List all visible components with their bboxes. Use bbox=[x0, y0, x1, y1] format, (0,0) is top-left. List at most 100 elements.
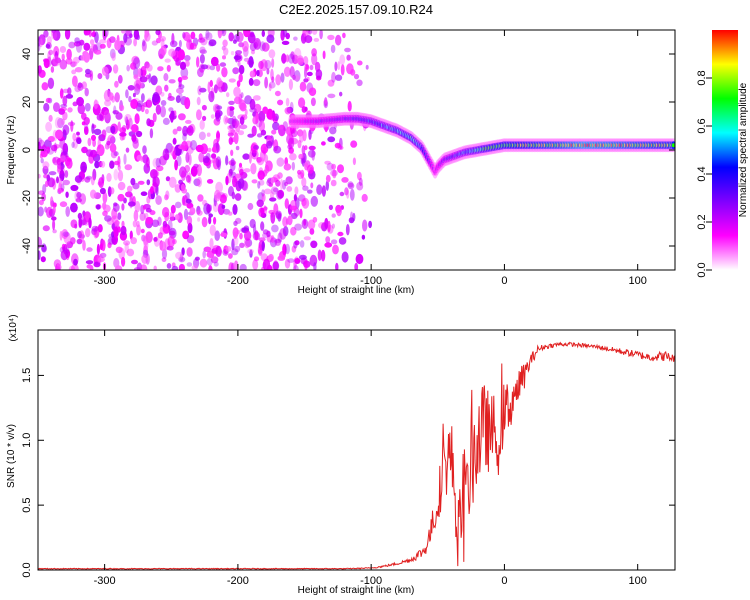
heatmap-noise-cell bbox=[98, 177, 104, 189]
heatmap-noise-cell bbox=[308, 30, 312, 35]
heatmap-noise-cell bbox=[51, 216, 57, 221]
heatmap-noise-cell bbox=[222, 39, 228, 47]
heatmap-noise-cell bbox=[261, 42, 270, 52]
heatmap-noise-cell bbox=[176, 126, 182, 132]
heatmap-noise-cell bbox=[115, 112, 123, 120]
heatmap-noise-cell bbox=[329, 126, 337, 135]
heatmap-noise-cell bbox=[285, 176, 293, 185]
heatmap-noise-cell bbox=[48, 171, 57, 176]
heatmap-noise-cell bbox=[311, 30, 318, 35]
heatmap-noise-cell bbox=[115, 246, 123, 253]
heatmap-noise-cell bbox=[42, 161, 50, 170]
heatmap-noise-cell bbox=[136, 224, 141, 236]
heatmap-noise-cell bbox=[62, 179, 70, 186]
heatmap-noise-cell bbox=[310, 97, 316, 107]
heatmap-noise-cell bbox=[155, 157, 161, 168]
heatmap-noise-cell bbox=[166, 263, 172, 269]
heatmap-noise-cell bbox=[146, 118, 151, 127]
heatmap-noise-cell bbox=[361, 234, 366, 240]
heatmap-noise-cell bbox=[130, 237, 137, 245]
heatmap-noise-cell bbox=[133, 209, 139, 222]
heatmap-noise-cell bbox=[250, 163, 257, 175]
heatmap-noise-cell bbox=[137, 180, 145, 185]
heatmap-noise-cell bbox=[146, 97, 153, 109]
heatmap-noise-cell bbox=[228, 108, 234, 118]
heatmap-noise-cell bbox=[96, 204, 101, 210]
heatmap-noise-cell bbox=[150, 75, 158, 86]
heatmap-noise-cell bbox=[139, 212, 146, 222]
heatmap-noise-cell bbox=[77, 103, 86, 115]
heatmap-noise-cell bbox=[50, 196, 54, 209]
heatmap-noise-cell bbox=[92, 139, 96, 147]
heatmap-noise-cell bbox=[133, 79, 142, 91]
heatmap-noise-cell bbox=[213, 261, 219, 267]
heatmap-noise-cell bbox=[298, 153, 304, 160]
heatmap-noise-cell bbox=[334, 61, 338, 72]
heatmap-noise-cell bbox=[186, 215, 193, 226]
heatmap-noise-cell bbox=[153, 237, 158, 242]
heatmap-noise-cell bbox=[211, 158, 216, 164]
heatmap-noise-cell bbox=[184, 97, 191, 110]
heatmap-noise-cell bbox=[221, 204, 226, 209]
heatmap-noise-cell bbox=[331, 223, 335, 229]
heatmap-noise-cell bbox=[294, 186, 299, 195]
heatmap-noise-cell bbox=[186, 247, 193, 257]
heatmap-noise-cell bbox=[290, 226, 297, 236]
heatmap-noise-cell bbox=[263, 206, 268, 211]
heatmap-noise-cell bbox=[248, 56, 254, 68]
heatmap-noise-cell bbox=[332, 244, 339, 255]
heatmap-noise-cell bbox=[161, 248, 168, 260]
heatmap-noise-cell bbox=[308, 129, 312, 140]
heatmap-noise-cell bbox=[284, 107, 292, 115]
heatmap-noise-cell bbox=[313, 37, 320, 42]
heatmap-noise-cell bbox=[184, 164, 190, 173]
heatmap-noise-cell bbox=[52, 202, 57, 208]
heatmap-noise-cell bbox=[327, 93, 336, 99]
heatmap-noise-cell bbox=[96, 243, 100, 255]
heatmap-noise-cell bbox=[59, 107, 67, 112]
heatmap-noise-cell bbox=[252, 231, 261, 241]
heatmap-noise-cell bbox=[354, 262, 359, 270]
heatmap-noise-cell bbox=[91, 134, 96, 141]
heatmap-noise-cell bbox=[164, 58, 171, 63]
y-tick-label: 1.5 bbox=[21, 368, 33, 383]
heatmap-noise-cell bbox=[341, 177, 349, 183]
heatmap-noise-cell bbox=[160, 105, 166, 118]
heatmap-noise-cell bbox=[46, 206, 53, 218]
heatmap-noise-cell bbox=[185, 152, 190, 163]
heatmap-noise-cell bbox=[51, 30, 58, 40]
heatmap-noise-cell bbox=[275, 179, 281, 187]
heatmap-noise-cell bbox=[304, 145, 308, 151]
heatmap-noise-cell bbox=[225, 155, 229, 166]
heatmap-noise-cell bbox=[130, 98, 139, 110]
heatmap-noise-cell bbox=[236, 80, 241, 88]
heatmap-noise-cell bbox=[195, 144, 204, 153]
heatmap-noise-cell bbox=[304, 259, 308, 270]
heatmap-noise-cell bbox=[297, 169, 302, 175]
heatmap-noise-cell bbox=[182, 133, 187, 142]
heatmap-noise-cell bbox=[96, 114, 104, 121]
heatmap-noise-cell bbox=[133, 74, 139, 80]
heatmap-noise-cell bbox=[178, 40, 182, 48]
heatmap-noise-cell bbox=[140, 264, 148, 270]
heatmap-noise-cell bbox=[38, 250, 41, 260]
heatmap-noise-cell bbox=[146, 64, 153, 72]
heatmap-noise-cell bbox=[298, 254, 307, 260]
heatmap-noise-cell bbox=[349, 188, 355, 201]
heatmap-noise-cell bbox=[242, 40, 249, 52]
heatmap-noise-cell bbox=[104, 99, 112, 107]
colorbar-tick-label: 0.4 bbox=[696, 166, 708, 181]
heatmap-noise-cell bbox=[141, 40, 147, 52]
heatmap-noise-cell bbox=[357, 60, 363, 66]
heatmap-noise-cell bbox=[84, 102, 91, 112]
colorbar-tick-label: 0.8 bbox=[696, 70, 708, 85]
heatmap-noise-cell bbox=[344, 187, 349, 196]
heatmap-noise-cell bbox=[323, 99, 328, 104]
heatmap-noise-cell bbox=[124, 30, 133, 39]
heatmap-noise-cell bbox=[176, 87, 184, 94]
heatmap-noise-cell bbox=[265, 160, 273, 172]
heatmap-noise-cell bbox=[120, 225, 127, 236]
heatmap-noise-cell bbox=[119, 132, 127, 137]
heatmap-noise-cell bbox=[212, 201, 219, 213]
heatmap-noise-cell bbox=[134, 83, 141, 95]
